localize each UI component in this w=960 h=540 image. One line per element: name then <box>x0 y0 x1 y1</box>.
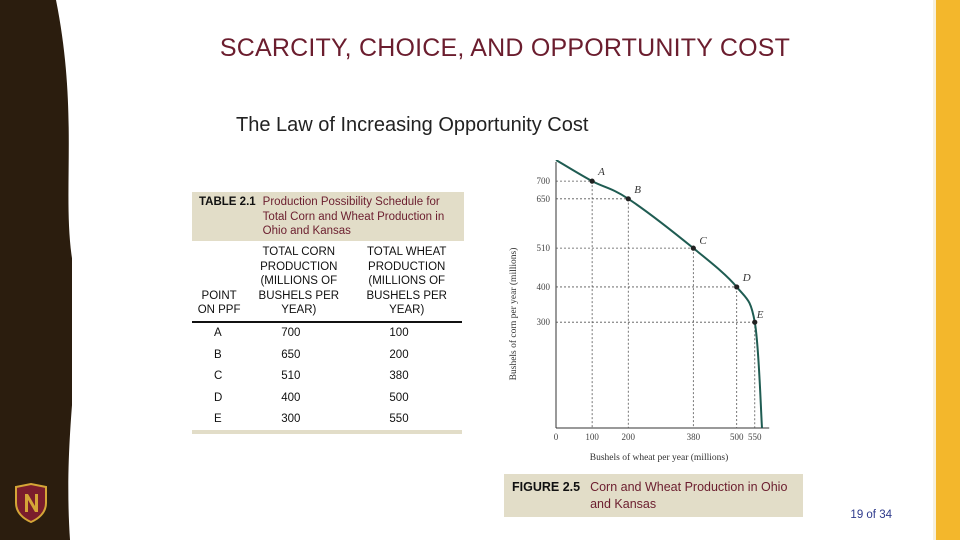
table-row: E 300 550 <box>192 409 462 431</box>
cell-point: B <box>214 348 222 361</box>
table-bottom-bar <box>192 430 462 434</box>
data-point-b <box>625 196 631 202</box>
cell-point: D <box>214 391 223 404</box>
left-band-wave <box>56 0 80 540</box>
y-tick-label: 650 <box>537 194 551 204</box>
table-row: C 510 380 <box>192 366 462 388</box>
slide-title: SCARCITY, CHOICE, AND OPPORTUNITY COST <box>219 34 791 62</box>
slide-subtitle: The Law of Increasing Opportunity Cost <box>236 114 589 136</box>
right-decorative-band <box>936 0 960 540</box>
left-decorative-band <box>0 0 72 540</box>
x-axis-title: Bushels of wheat per year (millions) <box>590 452 729 463</box>
y-tick-label: 700 <box>537 176 551 186</box>
cell-corn: 650 <box>281 348 301 361</box>
y-tick-label: 510 <box>537 243 551 253</box>
point-label: E <box>756 309 764 321</box>
cell-wheat: 550 <box>389 413 409 426</box>
production-schedule-table: POINT ON PPF TOTAL CORN PRODUCTION (MILL… <box>192 241 462 430</box>
x-tick-label: 380 <box>687 432 701 442</box>
table-caption-text: Production Possibility Schedule for Tota… <box>262 196 445 237</box>
data-point-a <box>589 178 595 184</box>
table-caption: TABLE 2.1 Production Possibility Schedul… <box>192 192 464 241</box>
table-row: A 700 100 <box>192 322 462 345</box>
ppf-chart: A B C D E 300 400 510 650 700 0 100 200 380 500 550 Bush… <box>508 160 770 463</box>
x-tick-label: 0 <box>554 432 559 442</box>
figure-caption: FIGURE 2.5 Corn and Wheat Production in … <box>504 474 803 517</box>
x-tick-label: 100 <box>585 432 599 442</box>
cell-corn: 510 <box>281 370 301 383</box>
cell-corn: 400 <box>281 391 301 404</box>
cell-wheat: 500 <box>389 391 409 404</box>
table-row: D 400 500 <box>192 387 462 409</box>
data-point-e <box>752 319 758 325</box>
cell-point: E <box>214 413 222 426</box>
table-number: TABLE 2.1 <box>199 196 256 208</box>
point-label: C <box>699 235 707 247</box>
header-wheat: TOTAL WHEAT PRODUCTION (MILLIONS OF BUSH… <box>351 241 462 323</box>
data-point-d <box>734 284 740 290</box>
x-tick-label: 550 <box>748 432 762 442</box>
data-point-c <box>690 245 696 251</box>
point-label: B <box>634 184 641 196</box>
point-label: D <box>742 272 751 284</box>
cell-corn: 700 <box>281 327 301 340</box>
point-label: A <box>597 166 605 178</box>
ppf-curve <box>555 160 763 429</box>
figure-caption-text: Corn and Wheat Production in Ohio and Ka… <box>590 480 788 511</box>
x-tick-label: 200 <box>622 432 636 442</box>
cell-wheat: 100 <box>389 327 409 340</box>
y-axis-title: Bushels of corn per year (millions) <box>508 248 519 381</box>
x-tick-label: 500 <box>730 432 744 442</box>
cell-point: C <box>214 370 223 383</box>
production-table: TABLE 2.1 Production Possibility Schedul… <box>192 192 464 434</box>
y-tick-label: 300 <box>537 317 551 327</box>
header-point: POINT ON PPF <box>192 241 247 323</box>
cell-corn: 300 <box>281 413 301 426</box>
figure-number: FIGURE 2.5 <box>512 480 581 494</box>
cell-point: A <box>214 327 222 340</box>
shield-logo-icon <box>15 483 47 523</box>
right-stripe <box>933 0 936 540</box>
cell-wheat: 380 <box>389 370 409 383</box>
header-corn: TOTAL CORN PRODUCTION (MILLIONS OF BUSHE… <box>246 241 352 323</box>
y-tick-label: 400 <box>537 282 551 292</box>
table-row: B 650 200 <box>192 344 462 366</box>
page-number: 19 of 34 <box>850 509 892 521</box>
cell-wheat: 200 <box>389 348 409 361</box>
table-header-row: POINT ON PPF TOTAL CORN PRODUCTION (MILL… <box>192 241 462 323</box>
